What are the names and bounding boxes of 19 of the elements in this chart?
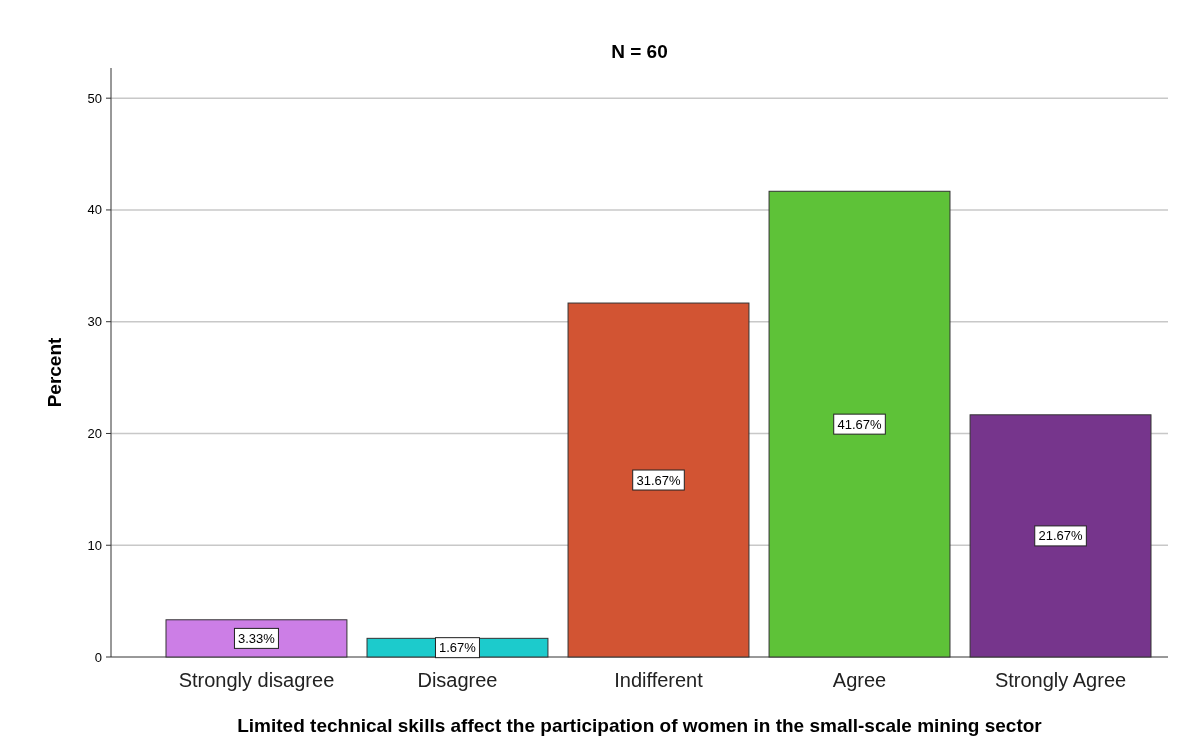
data-label: 21.67%: [1038, 528, 1084, 544]
data-label: 41.67%: [837, 416, 883, 432]
x-tick-label: Strongly Agree: [994, 669, 1127, 691]
x-axis-title: Limited technical skills affect the participation of women in the small-scale mining sector: [237, 715, 1043, 736]
y-axis-title: Percent: [44, 336, 65, 408]
x-tick-label: Indifferent: [614, 669, 704, 691]
y-tick-label: 40: [87, 202, 102, 218]
x-tick-label: Disagree: [417, 669, 498, 691]
x-tick-label: Agree: [832, 669, 887, 691]
data-label: 3.33%: [238, 630, 276, 646]
y-tick-label: 30: [87, 314, 102, 330]
data-label: 1.67%: [439, 640, 477, 656]
y-tick-label: 10: [87, 537, 102, 553]
y-tick-label: 50: [87, 90, 102, 106]
data-label: 31.67%: [636, 472, 681, 488]
y-tick-label: 0: [94, 649, 102, 665]
y-tick-label: 20: [87, 426, 102, 442]
x-tick-label: Strongly disagree: [178, 669, 335, 691]
chart-title: N = 60: [611, 41, 668, 62]
